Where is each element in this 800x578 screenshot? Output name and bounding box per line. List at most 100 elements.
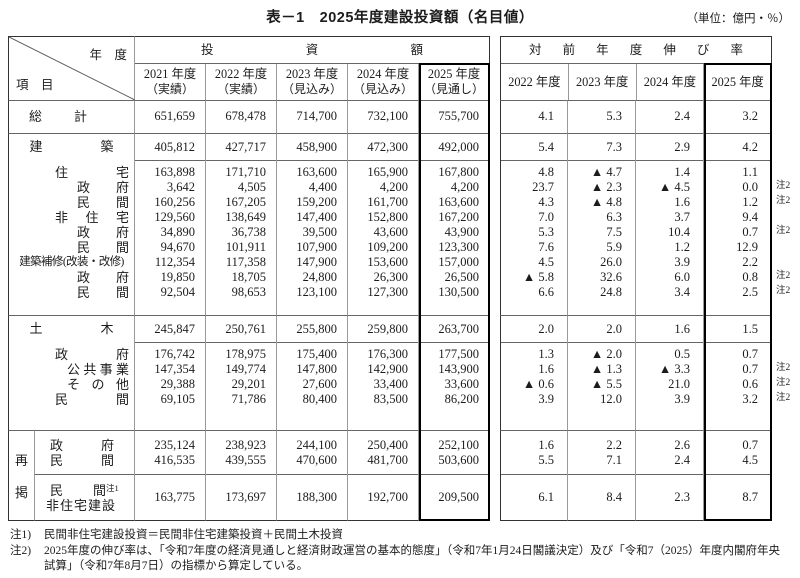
reprint-subA-values: 2.6 2.4 bbox=[636, 431, 703, 475]
investment-value: 481,700 bbox=[367, 453, 408, 467]
investment-value: 3,642 bbox=[166, 180, 195, 194]
investment-value: 252,100 bbox=[438, 438, 479, 452]
investment-value: 127,300 bbox=[367, 285, 408, 299]
note-ref bbox=[772, 164, 796, 179]
notes-column-header bbox=[772, 36, 796, 100]
growth-year-headers: 2022 年度 2023 年度 2024 年度 2025 年度 bbox=[501, 64, 771, 101]
investment-value: 19,850 bbox=[160, 270, 195, 284]
growth-value: 2.2 bbox=[606, 438, 622, 452]
growth-value: 10.4 bbox=[668, 225, 690, 239]
investment-value: 36,738 bbox=[231, 225, 266, 239]
growth-band-header: 対前年度伸び率 bbox=[501, 37, 771, 64]
growth-col-2: 2.9 1.4 ▲ 4.5 1.6 3.7 10.4 1.2 3.9 6.0 3.4 bbox=[636, 133, 704, 315]
investment-value: 165,900 bbox=[367, 165, 408, 179]
note-line bbox=[772, 100, 796, 132]
investment-value: 43,900 bbox=[444, 225, 479, 239]
label-column: 総計 bbox=[8, 100, 135, 133]
sub-notes: 注2 注2 注2 bbox=[772, 342, 796, 406]
growth-value: ▲ 4.7 bbox=[590, 165, 622, 179]
growth-value: 0.7 bbox=[742, 225, 758, 239]
growth-col-2: 2.4 bbox=[636, 100, 704, 133]
investment-col-0: 245,847 176,742 147,354 29,388 69,105 bbox=[135, 315, 206, 430]
year-header-2024: 2024 年度 （見込み） bbox=[348, 64, 419, 101]
investment-value: 147,400 bbox=[296, 210, 337, 224]
note-line bbox=[772, 133, 796, 160]
growth-value: 6.0 bbox=[674, 270, 690, 284]
growth-value: 1.2 bbox=[674, 240, 690, 254]
row-label: 民間 bbox=[77, 285, 129, 300]
label-line: 非住宅 bbox=[9, 210, 134, 225]
investment-col-3: 259,800 176,300 142,900 33,400 83,500 bbox=[348, 315, 419, 430]
investment-value: 161,700 bbox=[367, 195, 408, 209]
section-total: 総計 651,659 678,478 714,700 732,100 755,700 4.1… bbox=[8, 100, 796, 133]
footnote-1: 注1) 民間非住宅建設投資＝民間非住宅建築投資＋民間土木投資 bbox=[10, 529, 343, 541]
row-label: 非住宅建設 bbox=[45, 497, 116, 513]
reprint-subA-values: 250,400 481,700 bbox=[348, 431, 418, 475]
investment-value: 4,200 bbox=[379, 180, 408, 194]
note-ref bbox=[772, 346, 796, 361]
investment-value: 439,555 bbox=[225, 453, 266, 467]
investment-col-4: 492,000 167,800 4,200 163,600 167,200 43,900 1… bbox=[419, 133, 490, 315]
reprint-subB-values: 192,700 bbox=[348, 475, 418, 521]
growth-col-3: 1.5 0.7 0.7 0.6 3.2 bbox=[704, 315, 772, 430]
investment-value: 26,500 bbox=[444, 270, 479, 284]
investment-value: 123,300 bbox=[438, 240, 479, 254]
investment-value: 143,900 bbox=[438, 362, 479, 376]
reprint-side-char: 掲 bbox=[14, 485, 28, 500]
growth-value: 7.0 bbox=[538, 210, 554, 224]
label-line: 建築補修(改装・改修) bbox=[9, 255, 134, 270]
growth-col-3: 0.7 4.5 8.7 bbox=[704, 430, 772, 521]
reprint-subA-values: 1.6 5.5 bbox=[501, 431, 567, 475]
notes-column: 注2 注2 注2 bbox=[772, 315, 796, 430]
growth-value: ▲ 2.3 bbox=[590, 180, 622, 194]
investment-value: 33,400 bbox=[373, 377, 408, 391]
growth-value: 5.3 bbox=[538, 225, 554, 239]
footnote-2: 注2) 2025年度の伸び率は、「令和7年度の経済見通しと経済財政運営の基本的態… bbox=[10, 544, 780, 573]
reprint-subB-values: 209,500 bbox=[419, 475, 489, 521]
growth-value: 32.6 bbox=[600, 270, 622, 284]
row-label: 政府 bbox=[77, 225, 129, 240]
investment-value: 149,774 bbox=[225, 362, 266, 376]
investment-col-4: 755,700 bbox=[419, 100, 490, 133]
note-ref: 注2 bbox=[776, 196, 791, 206]
investment-value: 157,000 bbox=[438, 255, 479, 269]
growth-value: 0.0 bbox=[742, 180, 758, 194]
growth-value: 1.1 bbox=[742, 165, 758, 179]
sub-values: 178,975 149,774 29,201 71,786 bbox=[206, 343, 276, 407]
label-line: その他 bbox=[9, 377, 134, 392]
investment-value: 255,800 bbox=[277, 316, 347, 343]
note-ref: 注2 bbox=[776, 271, 791, 281]
investment-value: 147,900 bbox=[296, 255, 337, 269]
sub-values: 1.4 ▲ 4.5 1.6 3.7 10.4 1.2 3.9 6.0 3.4 bbox=[636, 161, 703, 300]
growth-value: 6.1 bbox=[538, 490, 554, 505]
investment-value: 130,500 bbox=[438, 285, 479, 299]
investment-value: 92,504 bbox=[160, 285, 195, 299]
investment-value: 34,890 bbox=[160, 225, 195, 239]
tables-area: 年 度 項 目 投資額 2021 年度 （実績） 2022 年度 （実績） 2023… bbox=[8, 36, 796, 521]
label-line: 民間 bbox=[9, 195, 134, 210]
growth-value: 1.6 bbox=[538, 362, 554, 376]
growth-value: 1.2 bbox=[742, 195, 758, 209]
reprint-subA-values: 0.7 4.5 bbox=[704, 431, 771, 475]
investment-value: 138,649 bbox=[225, 210, 266, 224]
investment-value: 192,700 bbox=[367, 490, 408, 505]
growth-col-3: 4.2 1.1 0.0 1.2 9.4 0.7 12.9 2.2 0.8 2.5 bbox=[704, 133, 772, 315]
investment-value: 159,200 bbox=[296, 195, 337, 209]
growth-year-2022: 2022 年度 bbox=[501, 64, 569, 101]
growth-col-1: 2.2 7.1 8.4 bbox=[568, 430, 636, 521]
table-gap bbox=[490, 430, 500, 521]
growth-value: 3.9 bbox=[674, 392, 690, 406]
growth-col-1: 5.3 bbox=[568, 100, 636, 133]
reprint-side-char: 再 bbox=[14, 453, 28, 468]
investment-col-1: 250,761 178,975 149,774 29,201 71,786 bbox=[206, 315, 277, 430]
growth-value: ▲ 3.3 bbox=[658, 362, 690, 376]
reprint-subA-values: 252,100 503,600 bbox=[419, 431, 489, 475]
growth-value: 2.0 bbox=[501, 316, 567, 343]
reprint-side-cell: 再掲 bbox=[8, 430, 35, 521]
growth-value: 2.4 bbox=[674, 109, 690, 123]
growth-value: 12.9 bbox=[736, 240, 758, 254]
investment-value: 43,600 bbox=[373, 225, 408, 239]
note-ref: 注2 bbox=[776, 286, 791, 296]
notes-column bbox=[772, 430, 796, 521]
investment-value: 107,900 bbox=[296, 240, 337, 254]
